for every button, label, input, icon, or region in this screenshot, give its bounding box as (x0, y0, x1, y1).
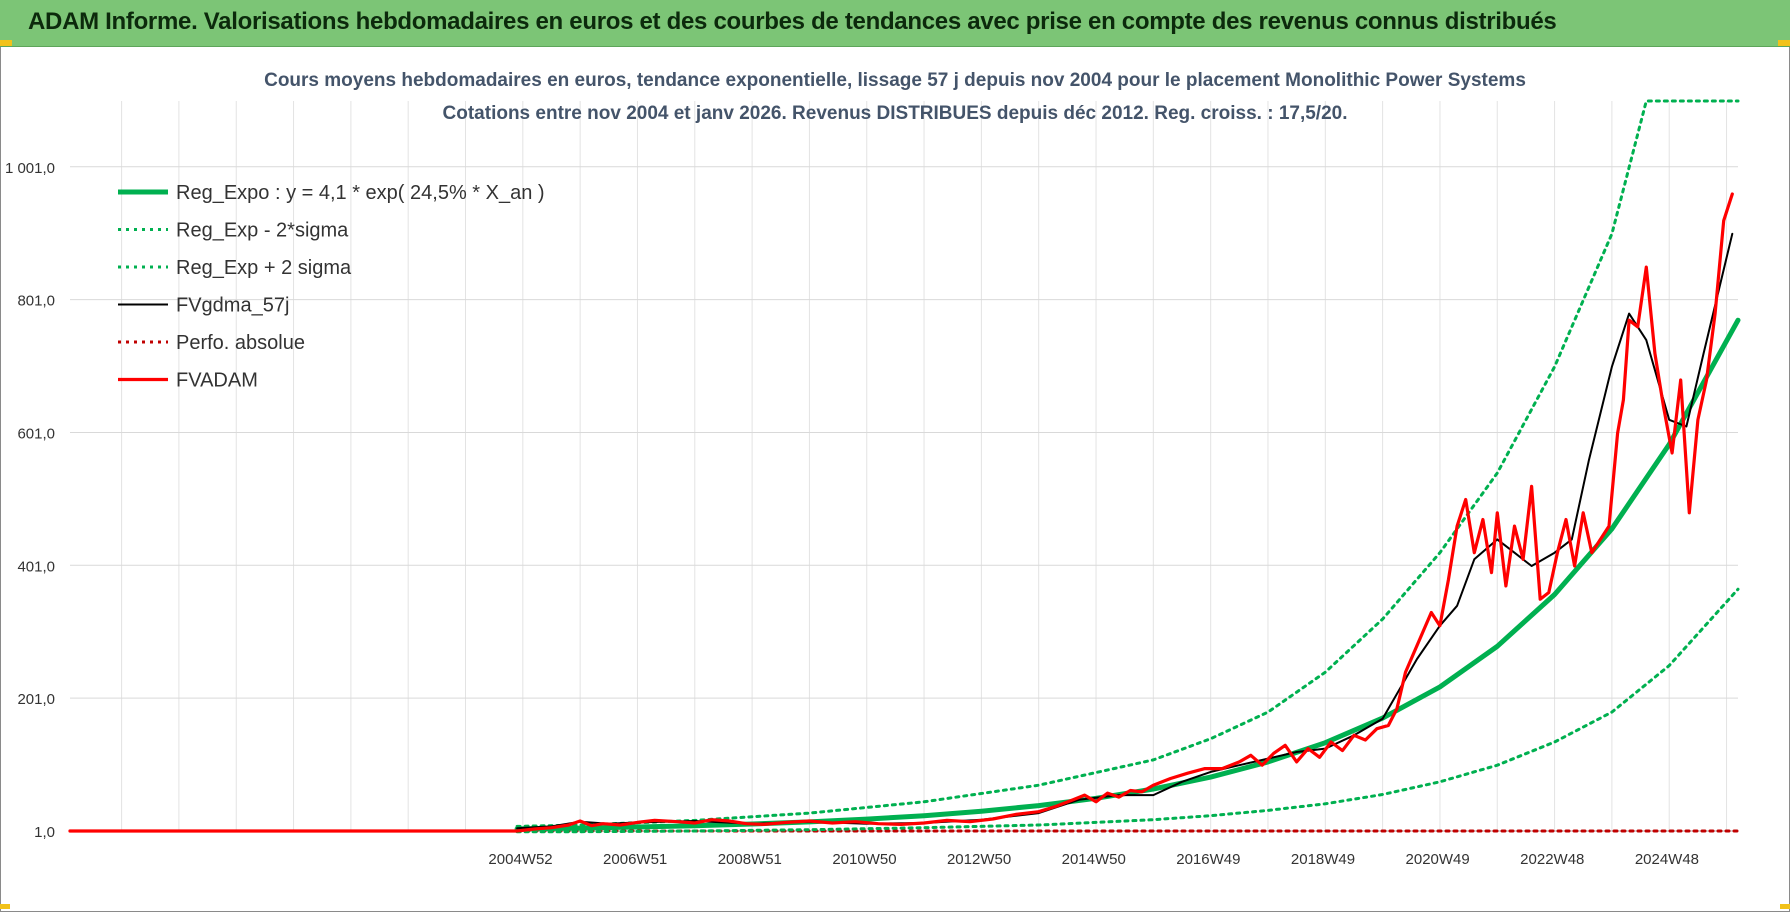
series-line-3 (516, 232, 1734, 830)
x-tick-label: 2012W50 (947, 851, 1011, 868)
banner-title: ADAM Informe. Valorisations hebdomadaire… (28, 8, 1557, 35)
legend-label: FVADAM (176, 370, 258, 392)
series-line-5 (68, 192, 1734, 833)
legend-label: FVgdma_57j (176, 295, 289, 317)
x-tick-label: 2008W51 (718, 851, 782, 868)
chart-area: 1,0 201,0 401,0 601,0 801,0 1 001,0 2004W52 200… (0, 46, 1790, 912)
corner-marker-bottom-left (0, 904, 10, 909)
series-layer (68, 99, 1741, 834)
y-tick-label: 201,0 (17, 691, 55, 708)
x-tick-label: 2018W49 (1291, 851, 1355, 868)
banner: ADAM Informe. Valorisations hebdomadaire… (0, 0, 1790, 47)
x-tick-label: 2006W51 (603, 851, 667, 868)
y-tick-label: 401,0 (17, 558, 55, 575)
legend: Reg_Expo : y = 4,1 * exp( 24,5% * X_an )… (118, 182, 545, 392)
x-tick-label: 2004W52 (488, 851, 552, 868)
corner-marker-right (1778, 40, 1790, 46)
chart-title-line2: Cotations entre nov 2004 et janv 2026. R… (443, 103, 1348, 124)
legend-label: Reg_Expo : y = 4,1 * exp( 24,5% * X_an ) (176, 182, 545, 204)
corner-marker-left (0, 40, 12, 46)
series-line-2 (515, 99, 1740, 828)
line-chart: 1,0 201,0 401,0 601,0 801,0 1 001,0 2004W52 200… (5, 70, 1741, 868)
legend-label: Reg_Exp - 2*sigma (176, 220, 349, 242)
corner-marker-bottom-right (1780, 904, 1790, 909)
x-tick-label: 2010W50 (832, 851, 896, 868)
x-tick-label: 2022W48 (1520, 851, 1584, 868)
series-line-1 (515, 587, 1740, 834)
grid-layer: 1,0 201,0 401,0 601,0 801,0 1 001,0 2004W52 200… (5, 101, 1738, 868)
x-tick-label: 2016W49 (1176, 851, 1240, 868)
y-tick-label: 601,0 (17, 425, 55, 442)
legend-label: Perfo. absolue (176, 332, 305, 354)
chart-title-line1: Cours moyens hebdomadaires en euros, ten… (264, 70, 1526, 91)
x-tick-label: 2024W48 (1635, 851, 1699, 868)
x-tick-label: 2020W49 (1406, 851, 1470, 868)
y-tick-label: 1,0 (34, 824, 55, 841)
x-tick-label: 2014W50 (1062, 851, 1126, 868)
y-tick-label: 1 001,0 (5, 160, 55, 177)
y-tick-label: 801,0 (17, 293, 55, 310)
legend-label: Reg_Exp + 2 sigma (176, 257, 352, 279)
